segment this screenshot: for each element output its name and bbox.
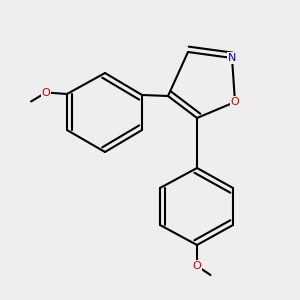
Text: O: O — [42, 88, 50, 98]
Text: O: O — [193, 261, 201, 271]
Text: O: O — [231, 97, 239, 107]
Text: N: N — [228, 53, 236, 63]
